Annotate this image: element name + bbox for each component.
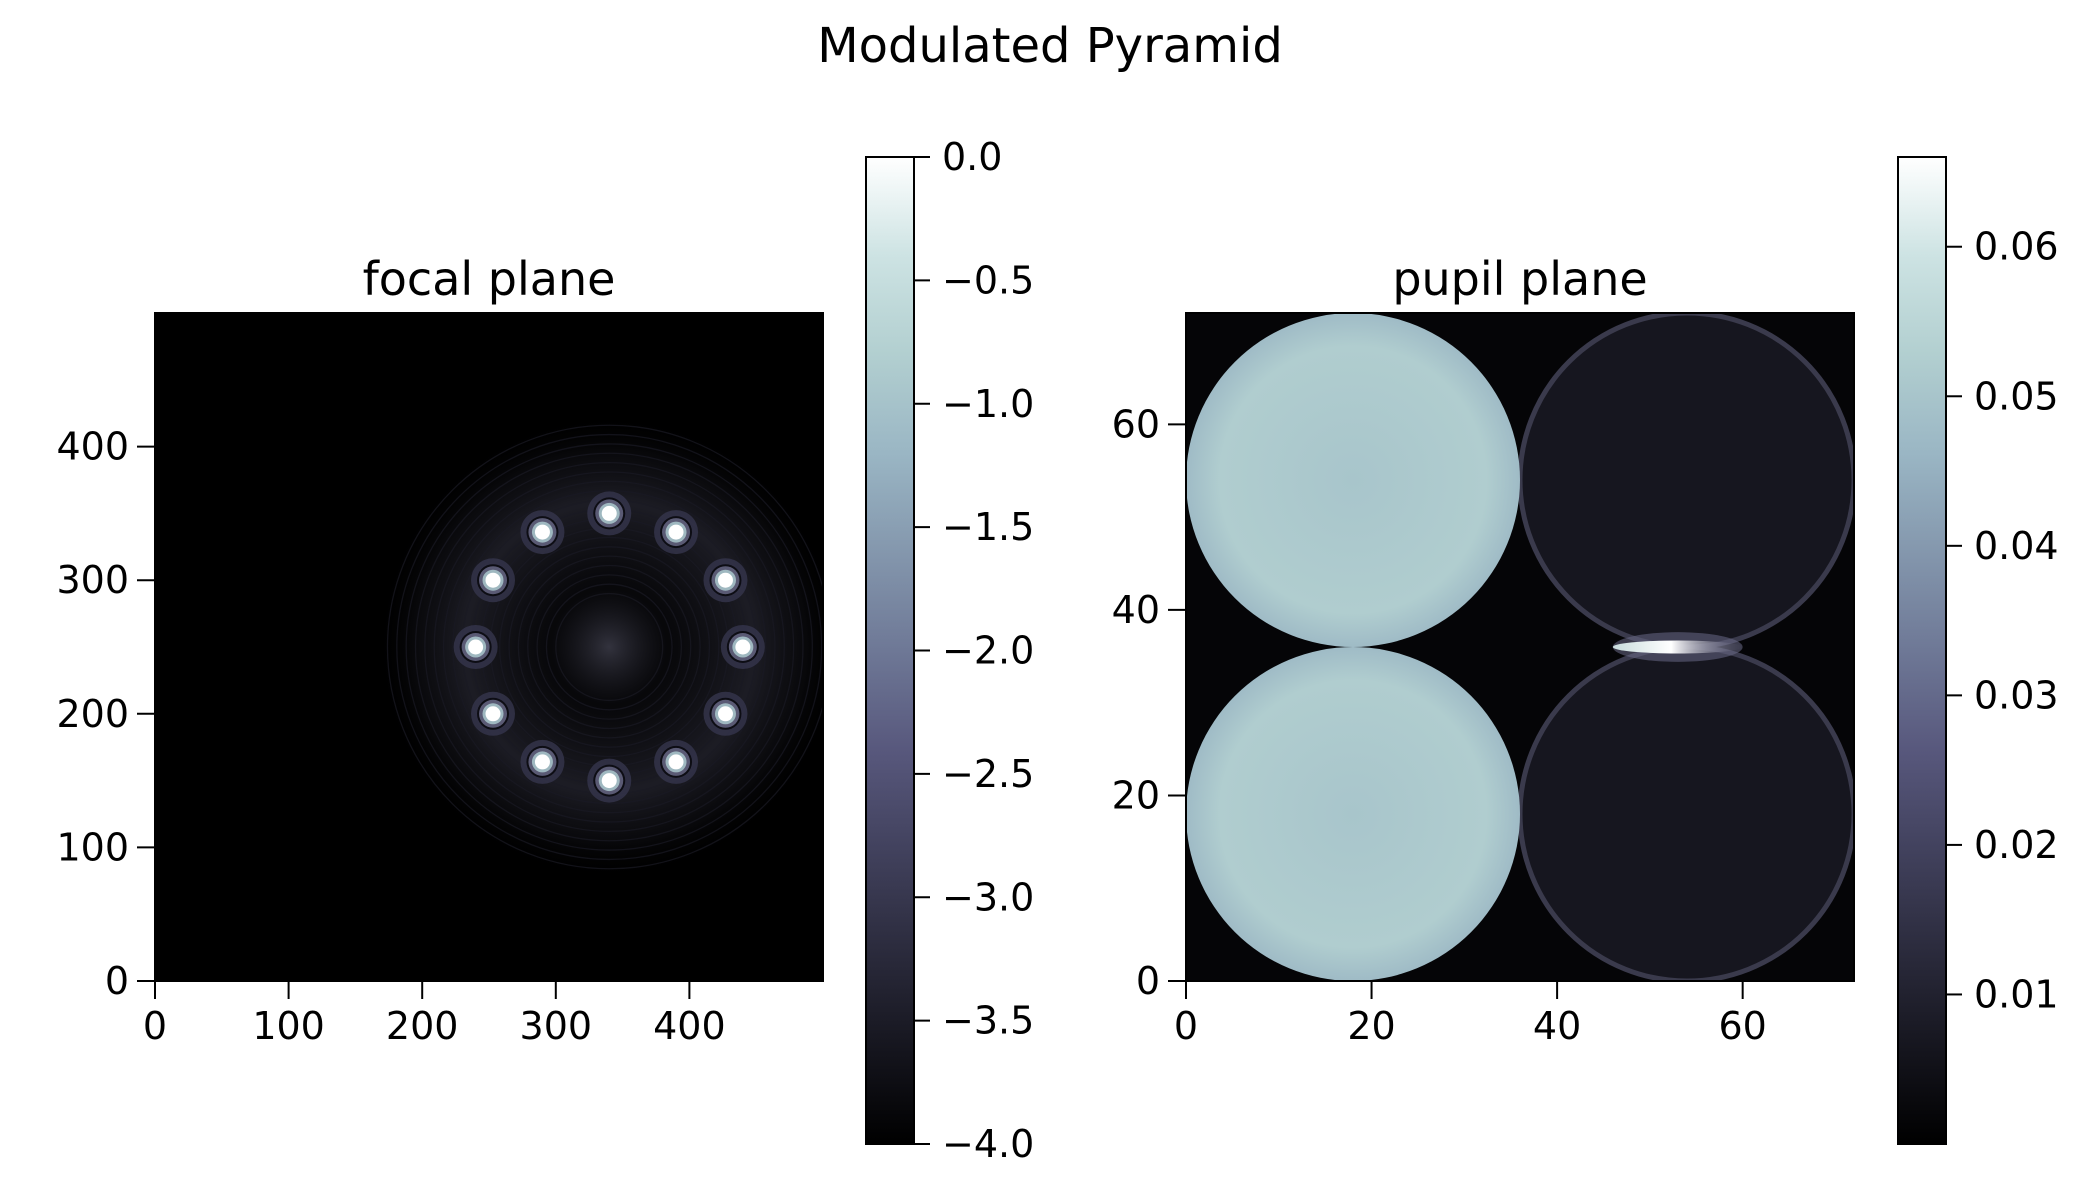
x-tick-label: 0 — [1174, 1004, 1198, 1048]
bright-streak — [1612, 640, 1743, 654]
psf-spot — [601, 505, 617, 521]
colorbar-tick-label: −4.0 — [942, 1122, 1034, 1166]
pupil-plane-panel: 0 20 40 60 0 20 40 60 pupil plane 0.01 0.02 0.03 0.0… — [1112, 156, 2059, 1145]
colorbar-tick-label: −3.0 — [942, 875, 1034, 919]
colorbar-tick-label: 0.04 — [1974, 524, 2059, 568]
y-tick-label: 20 — [1112, 773, 1160, 817]
x-tick-label: 40 — [1533, 1004, 1581, 1048]
diffraction-ring — [396, 433, 823, 861]
axes-title: pupil plane — [1392, 252, 1647, 306]
focal-plane-panel: 0 100 200 300 400 0 100 200 300 400 focal plane 0.0… — [56, 135, 1034, 1166]
pupil-image-dark — [1517, 313, 1854, 650]
focal-halo — [375, 413, 823, 881]
pupil-image-bright — [1186, 313, 1520, 647]
diffraction-ring — [433, 471, 785, 823]
x-tick-label: 400 — [653, 1004, 726, 1048]
axes-frame — [1185, 312, 1855, 982]
psf-spot — [668, 524, 684, 540]
diffraction-ring — [508, 546, 711, 748]
psf-spot — [717, 706, 733, 722]
y-tick-label: 60 — [1112, 402, 1160, 446]
diffraction-ring — [386, 424, 823, 870]
pupil-image-bright — [1186, 647, 1520, 981]
psf-spot — [534, 754, 550, 770]
colorbar-tick-label: 0.03 — [1974, 673, 2059, 717]
y-tick-label: 300 — [56, 558, 129, 602]
y-tick-label: 0 — [1136, 959, 1160, 1003]
colorbar-tick-label: −1.5 — [942, 505, 1034, 549]
diffraction-ring — [414, 452, 804, 842]
diffraction-ring — [545, 583, 673, 711]
diffraction-ring — [499, 536, 720, 758]
x-tick-label: 200 — [386, 1004, 459, 1048]
x-tick-label: 0 — [143, 1004, 167, 1048]
colorbar-tick-label: 0.01 — [1974, 972, 2059, 1016]
colorbar-tick-label: 0.05 — [1974, 374, 2059, 418]
x-tick-label: 60 — [1718, 1004, 1766, 1048]
psf-spot — [468, 639, 484, 655]
diffraction-ring — [452, 490, 767, 804]
psf-spot — [717, 572, 733, 588]
colorbar-tick-label: 0.0 — [942, 135, 1002, 179]
psf-spot — [485, 706, 501, 722]
psf-spot — [735, 639, 751, 655]
colorbar-gradient — [1898, 157, 1946, 1144]
x-tick-label: 100 — [252, 1004, 325, 1048]
diffraction-ring — [517, 555, 701, 739]
colorbar-tick-label: −1.0 — [942, 382, 1034, 426]
figure-title: Modulated Pyramid — [817, 18, 1283, 74]
colorbar-tick-label: −2.5 — [942, 752, 1034, 796]
x-tick-label: 300 — [520, 1004, 593, 1048]
colorbar-frame — [1897, 156, 1947, 1145]
colorbar-tick-label: −3.5 — [942, 999, 1034, 1043]
diffraction-ring — [527, 564, 692, 730]
y-tick-label: 100 — [56, 825, 129, 869]
y-tick-label: 200 — [56, 692, 129, 736]
colorbar-tick-label: 0.06 — [1974, 225, 2059, 269]
psf-spot — [485, 572, 501, 588]
colorbar-gradient — [866, 157, 914, 1144]
pupil-plane-image — [1186, 313, 1854, 981]
psf-spot — [534, 524, 550, 540]
pupil-image-dark — [1517, 644, 1854, 981]
x-tick-label: 20 — [1347, 1004, 1395, 1048]
y-tick-label: 400 — [56, 425, 129, 469]
diffraction-ring — [442, 480, 776, 814]
y-tick-label: 40 — [1112, 588, 1160, 632]
diffraction-ring — [405, 443, 813, 851]
diffraction-ring — [424, 461, 795, 833]
colorbar-tick-label: −0.5 — [942, 258, 1034, 302]
axes-title: focal plane — [363, 252, 616, 306]
axes-frame — [154, 312, 824, 982]
colorbar-tick-label: 0.02 — [1974, 823, 2059, 867]
diffraction-ring — [555, 592, 664, 702]
psf-spot — [601, 773, 617, 789]
diffraction-ring — [536, 574, 683, 720]
y-tick-label: 0 — [105, 959, 129, 1003]
colorbar-tick-label: −2.0 — [942, 629, 1034, 673]
psf-spot — [668, 754, 684, 770]
focal-plane-image — [155, 313, 823, 981]
